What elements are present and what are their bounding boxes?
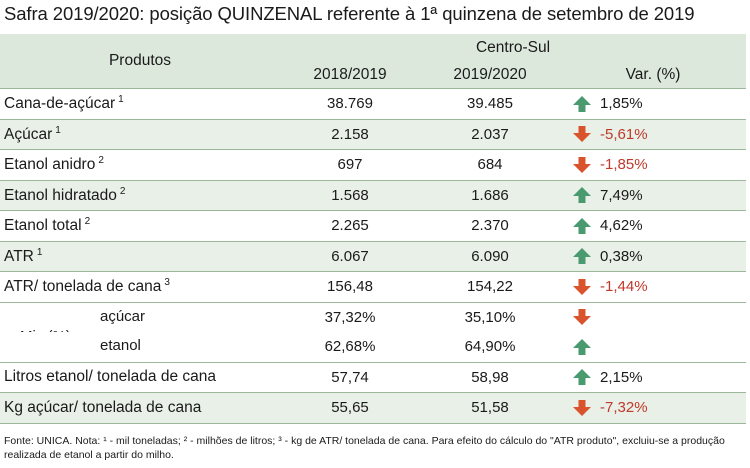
table-row: Cana-de-açúcar 1 38.769 39.485 1,85% (0, 88, 747, 119)
value-2018-2019: 55,65 (280, 392, 420, 424)
footnote-marker: 1 (55, 124, 61, 136)
mix-etanol-label: etanol (100, 337, 141, 354)
table-row: Etanol anidro 2 697 684 -1,85% (0, 149, 747, 180)
value-2018-2019: 2.265 (280, 210, 420, 241)
variation-cell: -7,32% (560, 392, 747, 424)
mix-etanol-2018-2019: 62,68% (324, 338, 376, 356)
arrow-up-icon (573, 338, 591, 355)
arrow-down-icon (573, 156, 591, 173)
variation-value: 7,49% (600, 186, 643, 204)
value-2018-2019: 697 (280, 149, 420, 180)
mix-etanol-label-cell: etanol (0, 332, 280, 362)
header-2019-2020: 2019/2020 (420, 61, 560, 89)
mix-acucar-variation (560, 301, 747, 332)
variation-value: -1,85% (600, 156, 648, 174)
table-row: Litros etanol/ tonelada de cana 57,74 58,9… (0, 361, 747, 393)
value-2019-2020: 154,22 (420, 271, 560, 302)
mix-label: Mix (%) (20, 328, 71, 333)
value-2019-2020: 51,58 (420, 392, 560, 424)
table-row: Kg açúcar/ tonelada de cana 55,65 51,58 -7,… (0, 392, 747, 424)
row-label: Cana-de-açúcar 1 (0, 88, 280, 119)
mix-acucar-2019-2020: 35,10% (420, 301, 560, 332)
harvest-table: Produtos Centro-Sul 2018/2019 2019/2020 … (0, 34, 747, 424)
value-2019-2020: 2.370 (420, 210, 560, 241)
value-2019-2020: 6.090 (420, 240, 560, 272)
arrow-up-icon (573, 217, 591, 234)
value-2018-2019: 38.769 (280, 88, 420, 119)
arrow-down-icon (573, 278, 591, 295)
variation-cell: 7,49% (560, 179, 747, 211)
report-title: Safra 2019/2020: posição QUINZENAL refer… (4, 3, 695, 24)
arrow-down-icon (573, 309, 591, 326)
variation-cell: -5,61% (560, 118, 747, 150)
footnote-marker: 2 (98, 155, 104, 167)
variation-cell: 1,85% (560, 88, 747, 119)
variation-value: 1,85% (600, 95, 643, 113)
variation-cell: 2,15% (560, 361, 747, 393)
value-2018-2019: 57,74 (280, 361, 420, 393)
value-2018-2019: 156,48 (280, 271, 420, 302)
footnote-marker: 2 (119, 185, 126, 197)
value-2018-2019: 6.067 (280, 240, 420, 272)
table-row: ATR 1 6.067 6.090 0,38% (0, 240, 747, 272)
arrow-up-icon (573, 95, 591, 112)
row-label: Etanol hidratado 2 (0, 179, 280, 211)
row-label: ATR/ tonelada de cana 3 (0, 271, 280, 302)
value-2019-2020: 1.686 (420, 179, 560, 211)
variation-value: -5,61% (600, 125, 648, 143)
mix-etanol-2019-2020: 64,90% (464, 338, 516, 356)
table-row: ATR/ tonelada de cana 3 156,48 154,22 -1,44% (0, 271, 747, 302)
variation-cell: -1,44% (560, 271, 747, 302)
table-row: Etanol total 2 2.265 2.370 4,62% (0, 210, 747, 241)
variation-value: -1,44% (600, 278, 648, 296)
header-produtos: Produtos (0, 34, 280, 89)
row-label: Etanol anidro 2 (0, 149, 280, 180)
footnote: Fonte: UNICA. Nota: ¹ - mil toneladas; ²… (4, 435, 725, 461)
row-label: Etanol total 2 (0, 210, 280, 241)
value-2018-2019: 1.568 (280, 179, 420, 211)
header-centro-sul: Centro-Sul (280, 34, 747, 61)
variation-value: 4,62% (600, 217, 643, 235)
arrow-down-icon (573, 126, 591, 143)
row-label: Kg açúcar/ tonelada de cana (0, 392, 280, 424)
value-2019-2020: 39.485 (420, 88, 560, 119)
table-row: Etanol hidratado 2 1.568 1.686 7,49% (0, 179, 747, 211)
variation-cell: 4,62% (560, 210, 747, 241)
value-2019-2020: 58,98 (420, 361, 560, 393)
footnote-marker: 3 (164, 277, 170, 289)
arrow-up-icon (573, 187, 591, 204)
row-label: Açúcar 1 (0, 118, 280, 150)
variation-cell: -1,85% (560, 149, 747, 180)
mix-row-etanol: etanol 62,68% 64,90% (0, 332, 746, 362)
value-2018-2019: 2.158 (280, 118, 420, 150)
mix-etanol-variation (560, 332, 746, 362)
mix-label-cell: Mix (%) açúcar (0, 301, 280, 333)
variation-cell: 0,38% (560, 240, 747, 272)
mix-acucar-label: açúcar (100, 307, 146, 325)
arrow-up-icon (573, 369, 591, 386)
mix-acucar-2018-2019: 37,32% (280, 301, 420, 332)
mix-row-acucar: Mix (%) açúcar 37,32%35,10% (0, 301, 747, 333)
row-label: ATR 1 (0, 240, 280, 272)
value-2019-2020: 684 (420, 149, 560, 180)
variation-value: 2,15% (600, 368, 643, 386)
row-label: Litros etanol/ tonelada de cana (0, 361, 280, 393)
header-2018-2019: 2018/2019 (280, 61, 420, 89)
arrow-up-icon (573, 248, 591, 265)
arrow-down-icon (573, 399, 591, 416)
variation-value: 0,38% (600, 247, 643, 265)
header-variation: Var. (%) (560, 61, 747, 89)
footnote-marker: 1 (118, 94, 124, 106)
footnote-marker: 2 (84, 216, 91, 228)
table-row: Açúcar 1 2.158 2.037 -5,61% (0, 118, 747, 150)
variation-value: -7,32% (600, 399, 648, 417)
value-2019-2020: 2.037 (420, 118, 560, 150)
footnote-marker: 1 (36, 246, 43, 258)
